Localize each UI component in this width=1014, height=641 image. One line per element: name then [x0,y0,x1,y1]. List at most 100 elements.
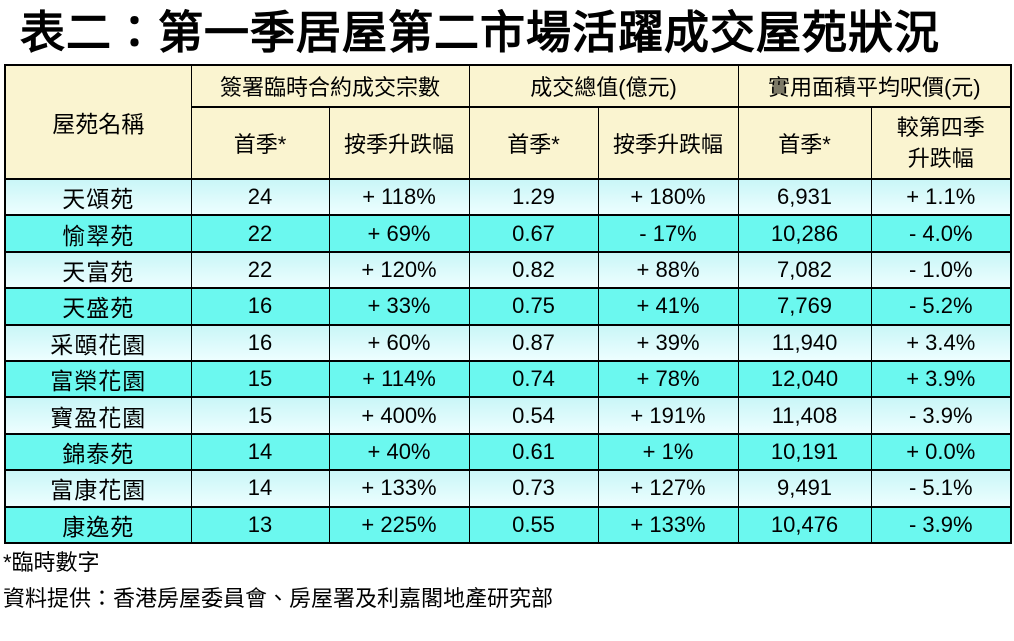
data-cell: + 1% [597,432,739,472]
table-row: 富榮花園 15 + 114% 0.74 + 78% 12,040 + 3.9% [4,359,1012,399]
data-cell: 11,940 [737,323,872,362]
footnote-source: 資料提供：香港房屋委員會、房屋署及利嘉閣地產研究部 [3,585,554,611]
subheader-q1-value: 首季* [468,106,599,180]
data-cell: + 88% [597,250,739,290]
estate-name-cell: 采頤花園 [4,323,192,362]
data-cell: - 3.9% [870,396,1012,435]
estate-name-cell: 天富苑 [4,250,192,290]
estate-name-cell: 錦泰苑 [4,432,192,472]
table-row: 寶盈花園 15 + 400% 0.54 + 191% 11,408- 3.9% [4,396,1012,435]
data-cell: 22 [190,214,330,253]
table-row: 愉翠苑 22 + 69% 0.67- 17% 10,286- 4.0% [4,214,1012,253]
table-row: 錦泰苑 14 + 40% 0.61 + 1% 10,191 + 0.0% [4,432,1012,472]
data-cell: 0.74 [468,359,599,399]
data-cell: 16 [190,323,330,362]
data-cell: - 5.1% [870,469,1012,508]
data-cell: 11,408 [737,396,872,435]
data-cell: 0.87 [468,323,599,362]
data-cell: 14 [190,432,330,472]
data-cell: 12,040 [737,359,872,399]
data-cell: 22 [190,250,330,290]
data-cell: 9,491 [737,469,872,508]
data-cell: - 4.0% [870,214,1012,253]
estate-name-cell: 天盛苑 [4,287,192,326]
data-cell: 10,191 [737,432,872,472]
subheader-qoq-value: 按季升跌幅 [597,106,739,180]
data-cell: 0.55 [468,505,599,544]
data-cell: + 120% [328,250,470,290]
data-cell: - 5.2% [870,287,1012,326]
data-cell: 10,286 [737,214,872,253]
estate-name-header: 屋苑名稱 [4,64,192,180]
data-cell: 0.54 [468,396,599,435]
estates-table: 屋苑名稱 簽署臨時合約成交宗數 成交總值(億元) 實用面積平均呎價(元) 首季*… [4,64,1013,544]
data-cell: + 127% [597,469,739,508]
estate-name-cell: 愉翠苑 [4,214,192,253]
data-cell: + 133% [597,505,739,544]
data-cell: 0.75 [468,287,599,326]
data-cell: + 1.1% [870,177,1012,217]
table-row: 天盛苑 16 + 33% 0.75 + 41% 7,769- 5.2% [4,287,1012,326]
data-cell: 15 [190,396,330,435]
data-cell: + 69% [328,214,470,253]
data-cell: - 1.0% [870,250,1012,290]
footnote-provisional: *臨時數字 [3,549,100,575]
data-cell: + 60% [328,323,470,362]
estate-name-cell: 富榮花園 [4,359,192,399]
data-cell: 0.67 [468,214,599,253]
data-cell: 7,082 [737,250,872,290]
estate-name-cell: 富康花園 [4,469,192,508]
subheader-q1-transactions: 首季* [190,106,330,180]
data-cell: + 78% [597,359,739,399]
table-row: 天富苑 22 + 120% 0.82 + 88% 7,082- 1.0% [4,250,1012,290]
data-cell: + 133% [328,469,470,508]
data-cell: - 3.9% [870,505,1012,544]
data-cell: 10,476 [737,505,872,544]
estate-name-cell: 天頌苑 [4,177,192,217]
table-row: 天頌苑 24 + 118% 1.29 + 180% 6,931 + 1.1% [4,177,1012,217]
data-cell: + 118% [328,177,470,217]
data-cell: - 17% [597,214,739,253]
group-header-total-value: 成交總值(億元) [468,64,739,108]
group-header-unit-price: 實用面積平均呎價(元) [737,64,1012,108]
data-cell: 0.82 [468,250,599,290]
subheader-vs-q4-line1: 較第四季 [896,115,985,140]
data-cell: + 41% [597,287,739,326]
data-cell: + 39% [597,323,739,362]
table-body: 天頌苑 24 + 118% 1.29 + 180% 6,931 + 1.1% 愉翠苑 22 + 6… [4,177,1012,544]
subheader-qoq-transactions: 按季升跌幅 [328,106,470,180]
table-row: 采頤花園 16 + 60% 0.87 + 39% 11,940 + 3.4% [4,323,1012,362]
data-cell: + 40% [328,432,470,472]
data-cell: 13 [190,505,330,544]
data-cell: 15 [190,359,330,399]
page-title: 表二：第一季居屋第二市場活躍成交屋苑狀況 [20,7,941,58]
data-cell: + 225% [328,505,470,544]
data-cell: 1.29 [468,177,599,217]
subheader-vs-q4: 較第四季 升跌幅 [870,106,1012,180]
header-sub-row: 首季* 按季升跌幅 首季* 按季升跌幅 首季* 較第四季 升跌幅 [5,106,1012,180]
data-cell: + 191% [597,396,739,435]
data-cell: 6,931 [737,177,872,217]
header-group-row: 屋苑名稱 簽署臨時合約成交宗數 成交總值(億元) 實用面積平均呎價(元) [4,64,1012,180]
data-cell: + 3.4% [870,323,1012,362]
table-header: 屋苑名稱 簽署臨時合約成交宗數 成交總值(億元) 實用面積平均呎價(元) 首季*… [4,64,1012,180]
data-cell: + 180% [597,177,739,217]
data-cell: 0.73 [468,469,599,508]
data-cell: + 3.9% [870,359,1012,399]
data-cell: 16 [190,287,330,326]
subheader-vs-q4-line2: 升跌幅 [907,146,974,171]
data-cell: 0.61 [468,432,599,472]
data-cell: + 33% [328,287,470,326]
table-row: 康逸苑 13 + 225% 0.55 + 133% 10,476- 3.9% [4,505,1012,544]
data-cell: 7,769 [737,287,872,326]
estate-name-cell: 康逸苑 [4,505,192,544]
data-cell: 14 [190,469,330,508]
data-cell: 24 [190,177,330,217]
subheader-q1-price: 首季* [737,106,872,180]
data-cell: + 0.0% [870,432,1012,472]
group-header-transactions: 簽署臨時合約成交宗數 [190,64,470,108]
data-cell: + 400% [328,396,470,435]
data-cell: + 114% [328,359,470,399]
estate-name-cell: 寶盈花園 [4,396,192,435]
